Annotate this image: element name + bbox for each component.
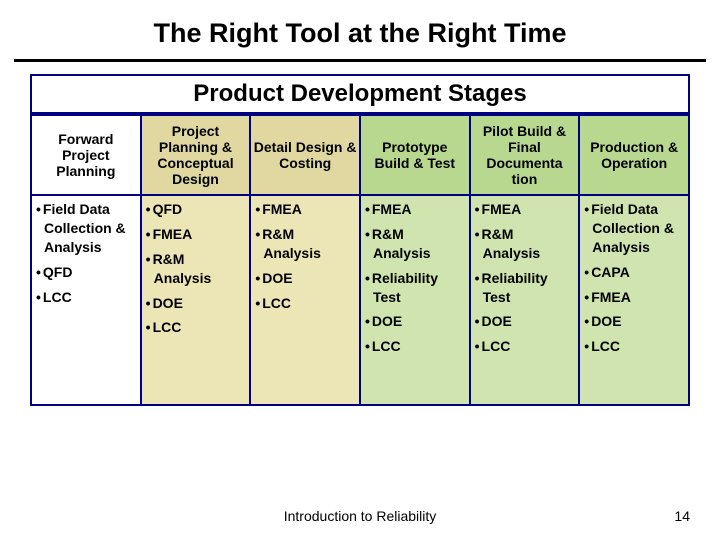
tool-item: LCC [255,294,355,313]
footer: Introduction to Reliability 14 [0,508,720,524]
tool-item: Field Data Collection & Analysis [584,200,684,257]
tool-item: QFD [36,263,136,282]
tool-item: FMEA [255,200,355,219]
stage-tools-cell: Field Data Collection & Analysis QFD LCC [31,195,141,405]
stage-header: Pilot Build & Final Documenta tion [470,115,580,195]
tool-item: LCC [584,337,684,356]
tool-item: DOE [475,312,575,331]
tool-item: LCC [365,337,465,356]
page-number: 14 [674,508,690,524]
tool-item: CAPA [584,263,684,282]
tool-item: R&M Analysis [365,225,465,263]
tool-item: R&M Analysis [475,225,575,263]
stage-header: Project Planning & Conceptual Design [141,115,251,195]
tool-item: FMEA [365,200,465,219]
stage-tools-cell: Field Data Collection & Analysis CAPA FMEA… [579,195,689,405]
stage-tools-cell: QFD FMEA R&M Analysis DOE LCC [141,195,251,405]
tool-item: DOE [255,269,355,288]
tool-item: LCC [36,288,136,307]
tool-item: FMEA [584,288,684,307]
tool-item: Reliability Test [475,269,575,307]
tool-item: DOE [584,312,684,331]
subtitle: Product Development Stages [30,74,690,114]
footer-center: Introduction to Reliability [0,508,720,524]
tool-item: Reliability Test [365,269,465,307]
tool-item: LCC [475,337,575,356]
stage-header: Detail Design & Costing [250,115,360,195]
stage-header: Prototype Build & Test [360,115,470,195]
stage-tools-cell: FMEA R&M Analysis DOE LCC [250,195,360,405]
title-underline [14,59,706,62]
stage-tools-cell: FMEA R&M Analysis Reliability Test DOE LCC [470,195,580,405]
stage-header: Production & Operation [579,115,689,195]
tool-item: QFD [146,200,246,219]
tool-item: DOE [365,312,465,331]
tool-item: DOE [146,294,246,313]
stages-table: Forward Project PlanningProject Planning… [30,114,690,406]
page-title: The Right Tool at the Right Time [0,0,720,59]
tool-item: LCC [146,318,246,337]
stage-header: Forward Project Planning [31,115,141,195]
tool-item: R&M Analysis [255,225,355,263]
tool-item: FMEA [475,200,575,219]
tool-item: FMEA [146,225,246,244]
tool-item: R&M Analysis [146,250,246,288]
tool-item: Field Data Collection & Analysis [36,200,136,257]
stage-tools-cell: FMEA R&M Analysis Reliability Test DOE LCC [360,195,470,405]
